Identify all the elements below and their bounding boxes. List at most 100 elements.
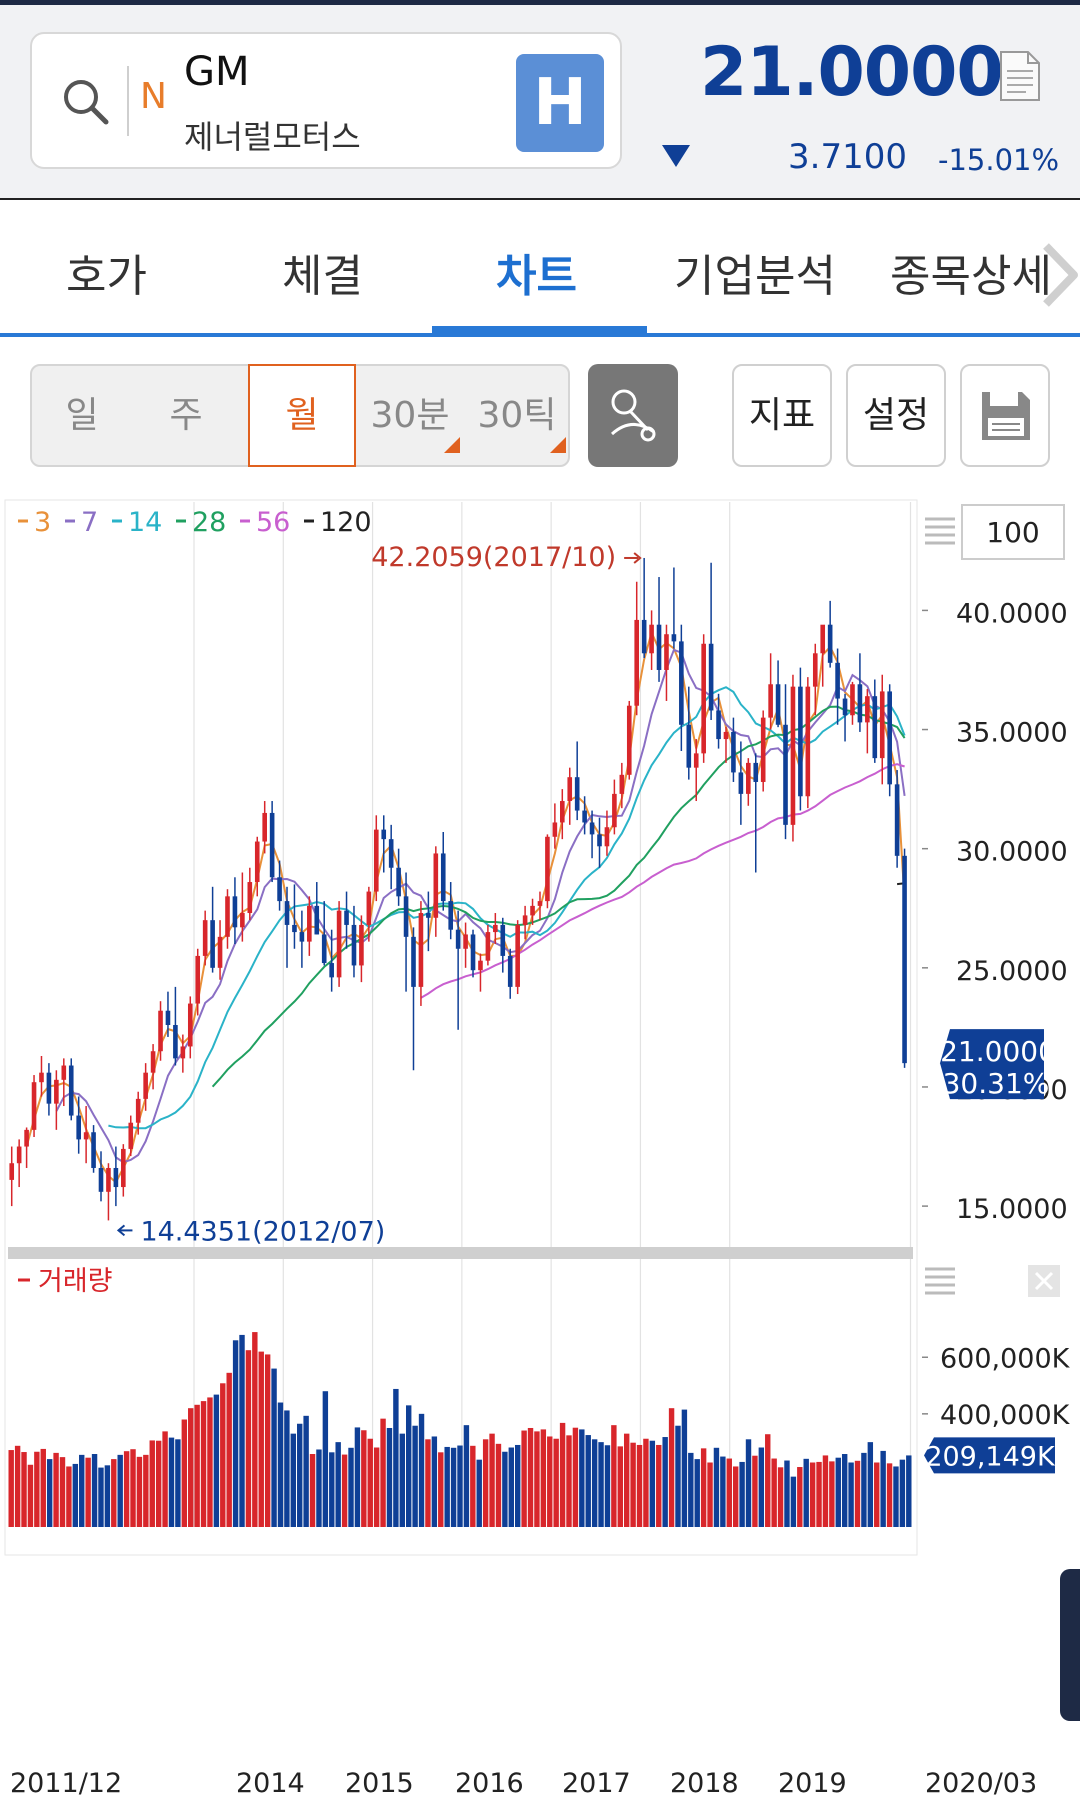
stock-header: N GM 제너럴모터스 H 21.0000 3.7100 -15.01%: [0, 5, 1080, 200]
volume-bar: [297, 1423, 303, 1527]
period-weekly-button[interactable]: 주: [132, 366, 240, 465]
candle-body: [686, 724, 692, 768]
search-separator: [127, 66, 129, 136]
chevron-right-icon[interactable]: [1040, 240, 1080, 310]
draw-tool-button[interactable]: [588, 364, 678, 467]
side-panel-handle[interactable]: [1060, 1569, 1080, 1721]
volume-bar: [700, 1448, 707, 1527]
candle-body: [746, 762, 751, 794]
volume-bar: [162, 1431, 168, 1527]
volume-bar: [893, 1466, 899, 1527]
legend-label: 28: [192, 507, 226, 538]
candle-body: [173, 1025, 178, 1059]
volume-bar: [809, 1462, 816, 1527]
settings-button[interactable]: 설정: [846, 364, 946, 467]
volume-bar: [591, 1439, 598, 1527]
candle-body: [217, 936, 223, 968]
volume-bar: [726, 1458, 732, 1527]
period-30min-button[interactable]: 30분: [356, 366, 464, 465]
stock-search-box[interactable]: N GM 제너럴모터스 H: [30, 32, 622, 169]
volume-bar: [329, 1452, 335, 1527]
volume-bar: [508, 1447, 514, 1527]
candle-body: [61, 1065, 67, 1080]
period-monthly-button[interactable]: 월: [248, 364, 356, 467]
stock-chart-svg[interactable]: 40.000035.000030.000025.000020.000015.00…: [0, 497, 1080, 1809]
period-selector: 일 주 월 30분 30틱: [30, 364, 570, 467]
candle-body: [46, 1072, 52, 1104]
tab-chart[interactable]: 차트: [496, 251, 577, 302]
volume-bar: [252, 1332, 258, 1527]
candle-body: [121, 1148, 126, 1188]
legend-label: 56: [256, 507, 290, 538]
volume-bar: [316, 1449, 322, 1527]
search-icon[interactable]: [60, 76, 112, 128]
volume-bar: [438, 1452, 444, 1527]
period-30tick-button[interactable]: 30틱: [464, 366, 570, 465]
volume-bar: [284, 1410, 290, 1527]
candle-body: [545, 836, 550, 902]
volume-bar: [104, 1465, 111, 1527]
volume-bar: [354, 1427, 361, 1527]
volume-bar: [797, 1467, 803, 1527]
volume-bar: [277, 1402, 284, 1527]
volume-bar: [707, 1462, 713, 1527]
candlesticks: [9, 557, 907, 1221]
candle-body: [418, 913, 424, 987]
volume-bar: [547, 1436, 553, 1527]
volume-bar: [8, 1450, 14, 1527]
volume-bar: [880, 1450, 886, 1527]
candle-body: [269, 812, 275, 878]
tab-trades[interactable]: 체결: [282, 251, 363, 302]
candle-body: [202, 920, 208, 956]
volume-bar: [136, 1456, 143, 1527]
volume-bar: [611, 1425, 617, 1527]
volume-bar: [476, 1459, 482, 1527]
price-change-percent: -15.01%: [938, 143, 1060, 177]
candle-body: [485, 932, 491, 961]
candle-body: [143, 1072, 148, 1099]
volume-bar: [470, 1445, 476, 1527]
candle-body: [850, 684, 855, 716]
volume-bar: [239, 1334, 245, 1527]
candle-body: [83, 1132, 89, 1140]
x-axis-label: 2016: [455, 1768, 524, 1799]
x-axis-label: 2018: [670, 1768, 739, 1799]
tab-orderbook[interactable]: 호가: [66, 251, 147, 302]
volume-bar: [732, 1466, 739, 1527]
volume-bar: [636, 1444, 643, 1527]
volume-bar: [489, 1433, 495, 1527]
indicator-button[interactable]: 지표: [732, 364, 832, 467]
volume-bar: [72, 1463, 79, 1527]
candle-body: [396, 867, 401, 897]
down-triangle-icon: [662, 145, 690, 167]
volume-bar: [303, 1415, 309, 1527]
save-button[interactable]: [960, 364, 1050, 467]
candle-body: [574, 777, 580, 811]
volume-bar: [271, 1368, 277, 1527]
volume-bar: [720, 1456, 726, 1527]
volume-bar: [155, 1440, 162, 1527]
volume-bar: [874, 1462, 880, 1527]
period-daily-button[interactable]: 일: [32, 366, 132, 465]
tab-company-analysis[interactable]: 기업분석: [674, 251, 836, 302]
volume-bar: [59, 1457, 66, 1527]
candle-body: [448, 901, 454, 930]
candle-body: [336, 910, 342, 978]
candle-body: [463, 934, 468, 949]
candle-body: [195, 955, 201, 1004]
candle-body: [292, 924, 297, 933]
chart-area[interactable]: 40.000035.000030.000025.000020.000015.00…: [0, 497, 1080, 1809]
h-badge-button[interactable]: H: [516, 54, 604, 152]
volume-bar: [111, 1459, 117, 1527]
volume-bar: [861, 1452, 867, 1527]
volume-bar: [848, 1462, 854, 1527]
document-icon[interactable]: [998, 49, 1042, 103]
volume-bar: [98, 1467, 104, 1527]
volume-bar: [649, 1440, 656, 1527]
tab-stock-detail[interactable]: 종목상세: [890, 251, 1052, 302]
active-tab-underline: [432, 326, 647, 333]
volume-bar: [290, 1433, 297, 1527]
candle-body: [98, 1167, 104, 1192]
candle-body: [537, 901, 543, 906]
max-arrow-icon: [633, 552, 642, 564]
